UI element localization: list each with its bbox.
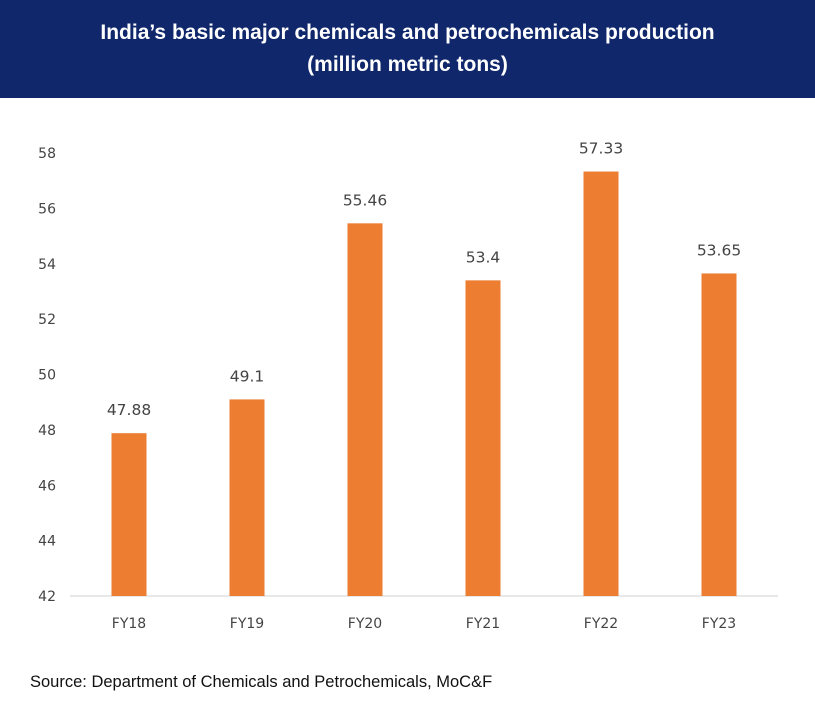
x-tick-label: FY21 — [466, 616, 500, 632]
source-note: Source: Department of Chemicals and Petr… — [30, 673, 493, 691]
bar — [347, 223, 383, 597]
data-label: 55.46 — [343, 191, 387, 209]
x-tick-label: FY23 — [702, 616, 736, 632]
y-tick-label: 44 — [38, 534, 56, 550]
x-tick-label: FY20 — [348, 616, 382, 632]
y-tick-label: 52 — [38, 312, 56, 328]
x-tick-label: FY18 — [112, 616, 146, 632]
y-tick-label: 58 — [38, 146, 56, 162]
bar — [229, 399, 265, 596]
bar — [465, 280, 501, 596]
data-label: 53.65 — [697, 241, 741, 259]
data-label: 53.4 — [466, 248, 501, 266]
y-tick-label: 56 — [38, 201, 56, 217]
y-tick-label: 50 — [38, 368, 56, 384]
data-label: 47.88 — [107, 401, 151, 419]
y-tick-label: 42 — [38, 589, 56, 605]
data-label: 49.1 — [230, 367, 265, 385]
bar — [701, 273, 737, 596]
chart-title-banner: India’s basic major chemicals and petroc… — [0, 0, 815, 98]
y-tick-label: 54 — [38, 257, 56, 273]
x-tick-label: FY19 — [230, 616, 264, 632]
bar — [583, 171, 619, 596]
bar-chart: 42 44 46 48 50 52 54 56 58 47.88 FY18 49.1 FY19 55.46… — [38, 140, 778, 632]
y-tick-label: 48 — [38, 423, 56, 439]
data-label: 57.33 — [579, 140, 623, 158]
chart-area: 42 44 46 48 50 52 54 56 58 47.88 FY18 49.1 FY19 55.46… — [0, 98, 815, 658]
chart-title-line-1: India’s basic major chemicals and petroc… — [100, 21, 715, 44]
x-tick-label: FY22 — [584, 616, 618, 632]
chart-title-line-2: (million metric tons) — [307, 53, 508, 76]
bar — [111, 433, 147, 596]
y-tick-label: 46 — [38, 478, 56, 494]
